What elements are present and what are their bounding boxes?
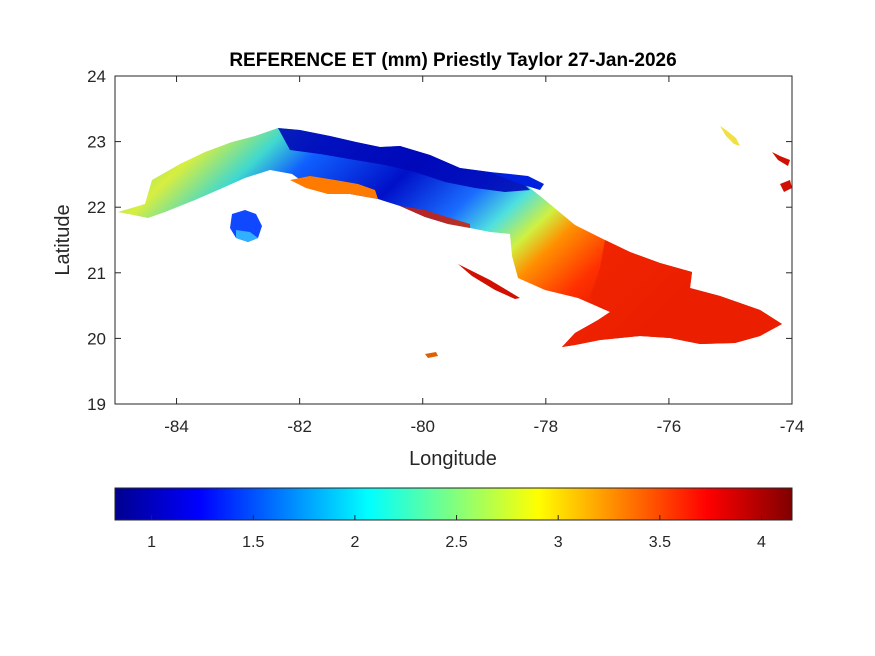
y-axis-ticks: 24 23 22 21 20 19 [87,67,792,414]
isla-de-la-juventud-south [236,230,258,242]
north-cool-band [278,128,530,192]
colorbar-ticks: 1 1.5 2 2.5 3 3.5 4 [147,515,766,551]
plot-frame [114,75,793,405]
southern-cays [458,264,520,299]
north-cays [490,172,544,190]
map-regions [118,126,792,358]
eastern-cay-right-2 [780,180,792,192]
colorbar-tick-label: 4 [757,534,766,551]
colorbar-tick-label: 2.5 [445,534,467,551]
eastern-cay-north [720,126,740,146]
y-tick-label: 23 [87,133,106,152]
x-tick-label: -78 [534,417,559,436]
y-axis-label: Latitude [52,204,74,275]
x-tick-label: -84 [164,417,189,436]
x-tick-label: -76 [657,417,682,436]
colorbar: 1 1.5 2 2.5 3 3.5 4 [114,487,793,551]
plot-area [114,75,793,405]
y-tick-label: 20 [87,329,106,348]
y-tick-label: 22 [87,198,106,217]
y-tick-label: 21 [87,264,106,283]
colorbar-gradient [114,487,793,521]
colorbar-tick-label: 3 [554,534,563,551]
colorbar-tick-label: 3.5 [649,534,671,551]
colorbar-tick-label: 1 [147,534,156,551]
eastern-cay-right [772,152,790,166]
colorbar-tick-label: 1.5 [242,534,264,551]
x-axis-label: Longitude [409,448,497,470]
x-axis-ticks: -84 -82 -80 -78 -76 -74 [164,76,804,436]
x-tick-label: -74 [780,417,805,436]
pinar-south-coast [290,176,378,199]
y-tick-label: 24 [87,67,106,86]
colorbar-tick-label: 2 [350,534,359,551]
plot-background [115,76,792,404]
canarreos-cay [425,352,438,358]
y-tick-label: 19 [87,395,106,414]
x-tick-label: -82 [287,417,312,436]
chart-title: REFERENCE ET (mm) Priestly Taylor 27-Jan… [229,50,676,71]
x-tick-label: -80 [410,417,435,436]
eastern-cuba [562,240,782,347]
south-coast-hot-band [400,206,470,228]
